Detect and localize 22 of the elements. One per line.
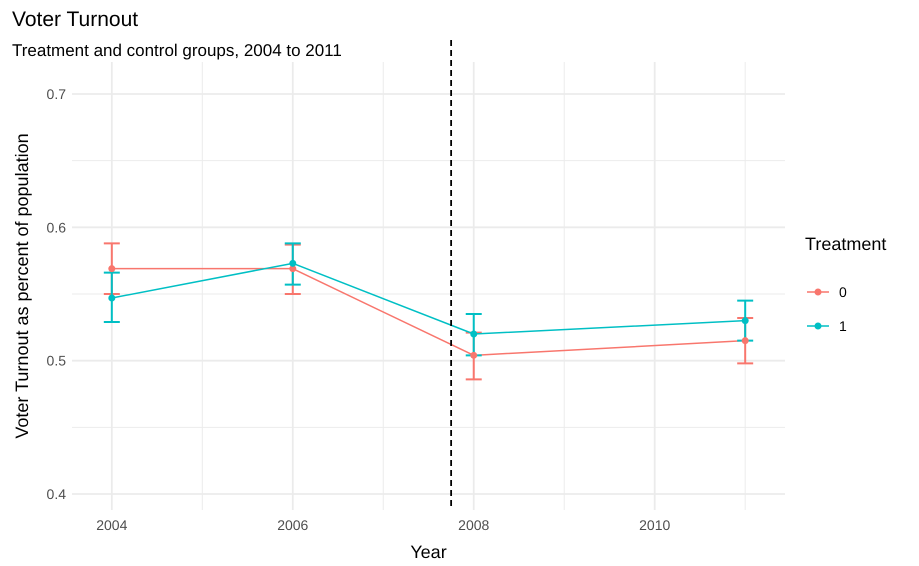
- point: [742, 337, 749, 344]
- point: [742, 317, 749, 324]
- y-tick-label: 0.5: [46, 352, 66, 369]
- x-tick-label: 2004: [96, 517, 128, 533]
- legend-label: 1: [839, 318, 847, 334]
- legend-title: Treatment: [805, 234, 886, 254]
- point: [470, 330, 478, 338]
- y-tick-label: 0.4: [46, 486, 66, 502]
- point: [108, 265, 116, 272]
- y-tick-label: 0.6: [46, 219, 66, 236]
- x-tick-label: 2008: [458, 517, 490, 533]
- chart-subtitle: Treatment and control groups, 2004 to 2011: [12, 41, 342, 60]
- point: [289, 260, 296, 267]
- x-tick-label: 2010: [639, 517, 670, 533]
- point: [108, 294, 116, 302]
- y-tick-label: 0.7: [46, 86, 66, 102]
- x-axis-title: Year: [410, 542, 447, 562]
- chart-title: Voter Turnout: [12, 8, 138, 31]
- legend-label: 0: [839, 284, 847, 300]
- x-tick-label: 2006: [277, 517, 309, 533]
- y-axis-title: Voter Turnout as percent of population: [12, 133, 32, 439]
- point: [470, 352, 478, 359]
